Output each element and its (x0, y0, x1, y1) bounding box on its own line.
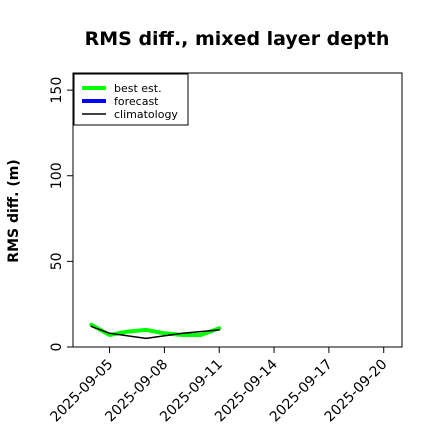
chart-title: RMS diff., mixed layer depth (85, 28, 390, 50)
legend: best est. forecast climatology (73, 73, 189, 126)
series-line-climatology (90, 325, 220, 340)
legend-label-climatology: climatology (114, 108, 178, 121)
y-axis: 0 50 100 150 (49, 77, 73, 352)
legend-label-forecast: forecast (114, 95, 159, 108)
y-axis-label: RMS diff. (m) (6, 159, 22, 262)
legend-label-best-est: best est. (114, 82, 162, 95)
series-layer (89, 322, 222, 340)
y-tick-label: 150 (49, 77, 65, 104)
x-axis: 2025-09-052025-09-082025-09-112025-09-14… (48, 347, 391, 425)
plot-frame (72, 72, 403, 348)
y-tick-label: 100 (49, 162, 65, 189)
y-tick-label: 50 (49, 252, 65, 270)
y-tick-label: 0 (49, 343, 65, 352)
